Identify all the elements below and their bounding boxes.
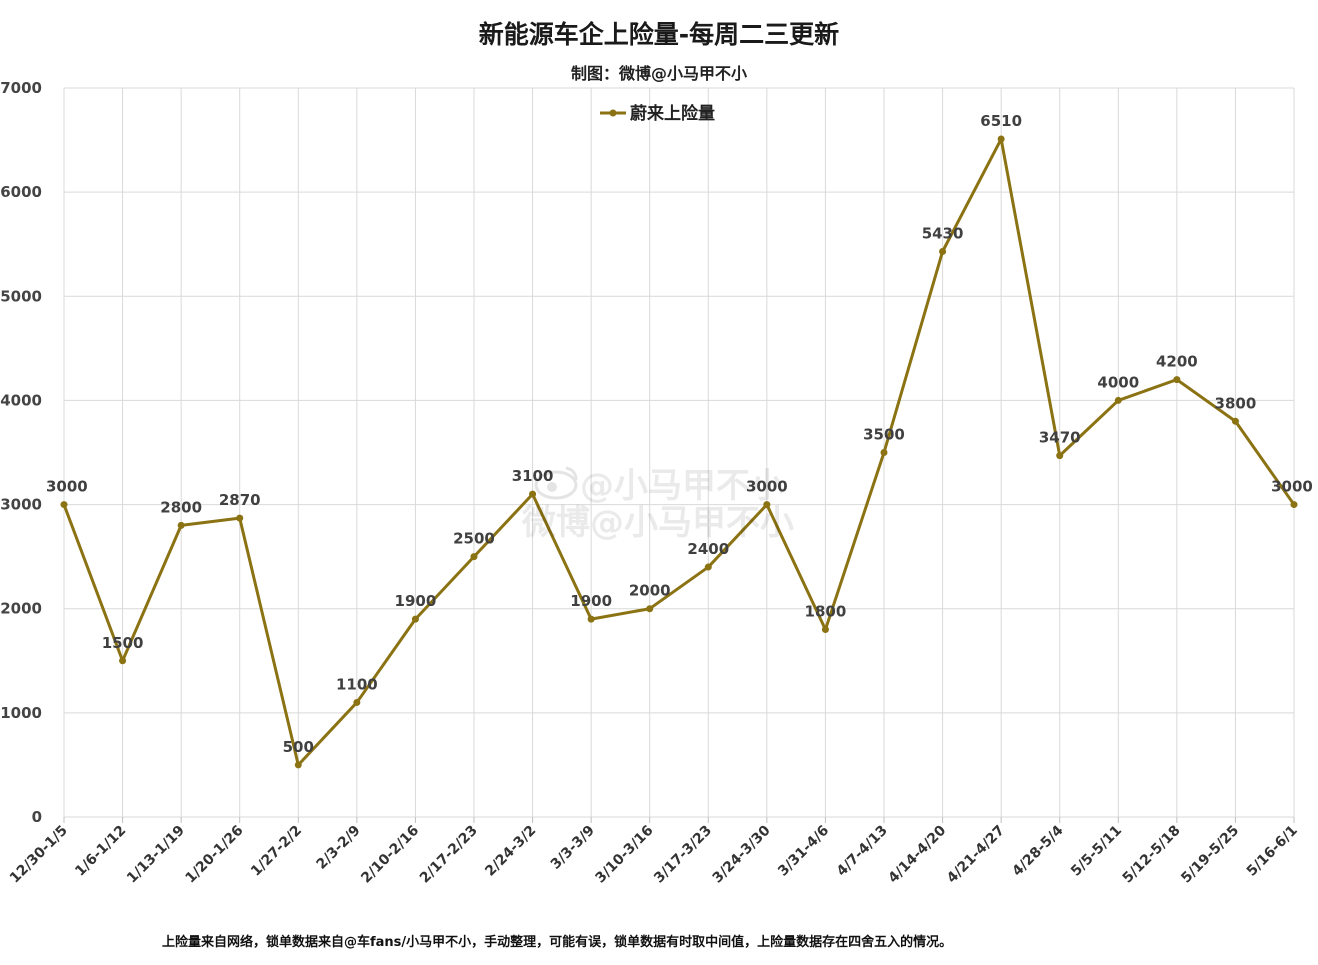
x-axis-ticks: 12/30-1/5 1/6-1/121/13-1/191/20-1/26 1/27-… bbox=[7, 817, 1301, 886]
data-point bbox=[470, 553, 478, 561]
data-label: 4000 bbox=[1097, 373, 1139, 391]
data-point bbox=[939, 248, 947, 256]
y-axis-ticks: 0 1000 2000 3000 4000 5000 6000 7000 bbox=[0, 79, 42, 826]
data-label: 5430 bbox=[922, 225, 964, 243]
y-tick-label: 6000 bbox=[0, 183, 42, 201]
x-tick-label: 2/3-2/9 bbox=[313, 823, 363, 873]
x-tick-label: 1/20-1/26 bbox=[183, 823, 247, 887]
weibo-icon bbox=[534, 466, 578, 500]
data-label: 4200 bbox=[1156, 353, 1198, 371]
data-label: 3500 bbox=[863, 426, 905, 444]
watermark-text-1: @小马甲不小 bbox=[580, 466, 784, 506]
x-tick-label: 2/10-2/16 bbox=[358, 823, 422, 887]
x-tick-label: 2/24-3/2 bbox=[482, 823, 539, 880]
y-tick-label: 1000 bbox=[0, 704, 42, 722]
data-point bbox=[821, 626, 829, 634]
x-tick-label: 3/10-3/16 bbox=[593, 823, 657, 887]
watermark: @小马甲不小 微博@小马甲不小 bbox=[521, 466, 794, 543]
data-point bbox=[646, 605, 654, 613]
x-tick-label: 4/14-4/20 bbox=[885, 822, 949, 886]
data-label: 1900 bbox=[395, 592, 437, 610]
chart-title: 新能源车企上险量-每周二三更新 bbox=[479, 20, 839, 49]
data-point bbox=[1173, 376, 1181, 384]
data-point bbox=[236, 514, 244, 522]
data-label: 3000 bbox=[46, 478, 88, 496]
x-tick-label: 3/31-4/6 bbox=[775, 823, 832, 880]
data-point bbox=[353, 698, 361, 706]
data-label: 1100 bbox=[336, 675, 378, 693]
legend-marker bbox=[609, 109, 617, 117]
data-point bbox=[763, 501, 771, 509]
y-tick-label: 4000 bbox=[0, 391, 42, 409]
data-label: 3000 bbox=[746, 478, 788, 496]
y-tick-label: 7000 bbox=[0, 79, 42, 97]
data-point bbox=[294, 761, 302, 769]
legend: 蔚来上险量 bbox=[600, 103, 715, 124]
x-tick-label: 12/30-1/5 bbox=[7, 823, 71, 887]
watermark-text-2: 微博@小马甲不小 bbox=[521, 503, 794, 543]
legend-label: 蔚来上险量 bbox=[630, 103, 715, 124]
x-tick-label: 4/28-5/4 bbox=[1009, 822, 1066, 879]
series-niu-insurance bbox=[60, 135, 1298, 769]
x-tick-label: 5/19-5/25 bbox=[1178, 823, 1242, 887]
data-point bbox=[1114, 396, 1122, 404]
data-point bbox=[997, 135, 1005, 143]
x-tick-label: 3/24-3/30 bbox=[710, 822, 774, 886]
x-tick-label: 1/6-1/12 bbox=[72, 823, 129, 880]
series-line bbox=[62, 137, 1296, 767]
data-label: 1800 bbox=[805, 603, 847, 621]
gridlines bbox=[63, 87, 1295, 818]
x-tick-label: 1/13-1/19 bbox=[124, 823, 188, 887]
data-point bbox=[587, 615, 595, 623]
x-tick-label: 2/17-2/23 bbox=[417, 823, 481, 887]
data-label: 3000 bbox=[1271, 478, 1313, 496]
data-label: 6510 bbox=[980, 112, 1022, 130]
x-tick-label: 1/27-2/2 bbox=[248, 823, 305, 880]
data-point bbox=[119, 657, 127, 665]
data-label: 2000 bbox=[629, 582, 671, 600]
data-label: 3100 bbox=[512, 467, 554, 485]
data-point bbox=[880, 449, 888, 456]
x-tick-label: 4/7-4/13 bbox=[834, 823, 891, 880]
x-tick-label: 3/17-3/23 bbox=[651, 823, 715, 887]
data-point bbox=[60, 501, 68, 509]
data-point bbox=[411, 615, 419, 623]
y-tick-label: 3000 bbox=[0, 496, 42, 514]
data-point bbox=[529, 490, 537, 498]
y-tick-label: 5000 bbox=[0, 287, 42, 305]
data-label: 2500 bbox=[453, 530, 495, 548]
x-tick-label: 5/12-5/18 bbox=[1120, 823, 1184, 887]
data-label: 3470 bbox=[1039, 429, 1081, 447]
x-tick-label: 4/21-4/27 bbox=[944, 823, 1008, 887]
y-tick-label: 2000 bbox=[0, 600, 42, 618]
footnote: 上险量来自网络，锁单数据来自@车fans/小马甲不小，手动整理，可能有误，锁单数… bbox=[162, 934, 952, 950]
data-point bbox=[1231, 417, 1239, 425]
data-point bbox=[1056, 452, 1064, 460]
data-label: 2870 bbox=[219, 491, 261, 509]
y-tick-label: 0 bbox=[32, 808, 42, 826]
data-point bbox=[1290, 501, 1298, 509]
data-point bbox=[177, 521, 185, 529]
chart-subtitle: 制图：微博@小马甲不小 bbox=[571, 64, 747, 83]
data-point bbox=[704, 563, 712, 571]
x-tick-label: 5/16-6/1 bbox=[1244, 823, 1301, 880]
data-label: 2400 bbox=[687, 540, 729, 558]
data-label: 3800 bbox=[1215, 394, 1257, 412]
data-labels: 3000 1500 2800 2870 500 1100 1900 2500 3100 1900 2… bbox=[46, 112, 1313, 756]
data-label: 1500 bbox=[102, 634, 144, 652]
x-tick-label: 3/3-3/9 bbox=[548, 823, 598, 873]
x-tick-label: 5/5-5/11 bbox=[1068, 823, 1125, 880]
data-label: 1900 bbox=[570, 592, 612, 610]
data-label: 500 bbox=[283, 738, 314, 756]
data-label: 2800 bbox=[160, 498, 202, 516]
